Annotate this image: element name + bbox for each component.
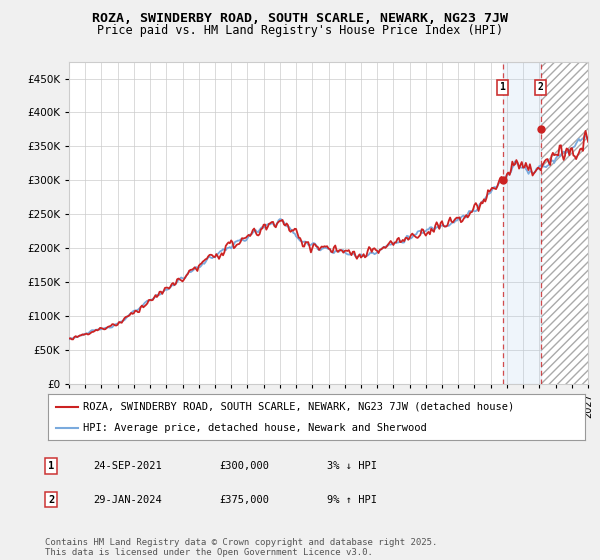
Text: 1: 1 (48, 461, 54, 471)
Text: 9% ↑ HPI: 9% ↑ HPI (327, 494, 377, 505)
Text: ROZA, SWINDERBY ROAD, SOUTH SCARLE, NEWARK, NG23 7JW: ROZA, SWINDERBY ROAD, SOUTH SCARLE, NEWA… (92, 12, 508, 25)
Text: Price paid vs. HM Land Registry's House Price Index (HPI): Price paid vs. HM Land Registry's House … (97, 24, 503, 37)
Text: £375,000: £375,000 (219, 494, 269, 505)
Text: 1: 1 (500, 82, 505, 92)
Text: 3% ↓ HPI: 3% ↓ HPI (327, 461, 377, 471)
Text: ROZA, SWINDERBY ROAD, SOUTH SCARLE, NEWARK, NG23 7JW (detached house): ROZA, SWINDERBY ROAD, SOUTH SCARLE, NEWA… (83, 402, 514, 412)
Text: 29-JAN-2024: 29-JAN-2024 (93, 494, 162, 505)
Text: HPI: Average price, detached house, Newark and Sherwood: HPI: Average price, detached house, Newa… (83, 423, 427, 433)
Bar (503, 62, 541, 384)
Text: 2: 2 (538, 82, 544, 92)
Text: 24-SEP-2021: 24-SEP-2021 (93, 461, 162, 471)
Text: Contains HM Land Registry data © Crown copyright and database right 2025.
This d: Contains HM Land Registry data © Crown c… (45, 538, 437, 557)
Bar (541, 62, 588, 384)
Text: 2: 2 (48, 494, 54, 505)
Text: £300,000: £300,000 (219, 461, 269, 471)
